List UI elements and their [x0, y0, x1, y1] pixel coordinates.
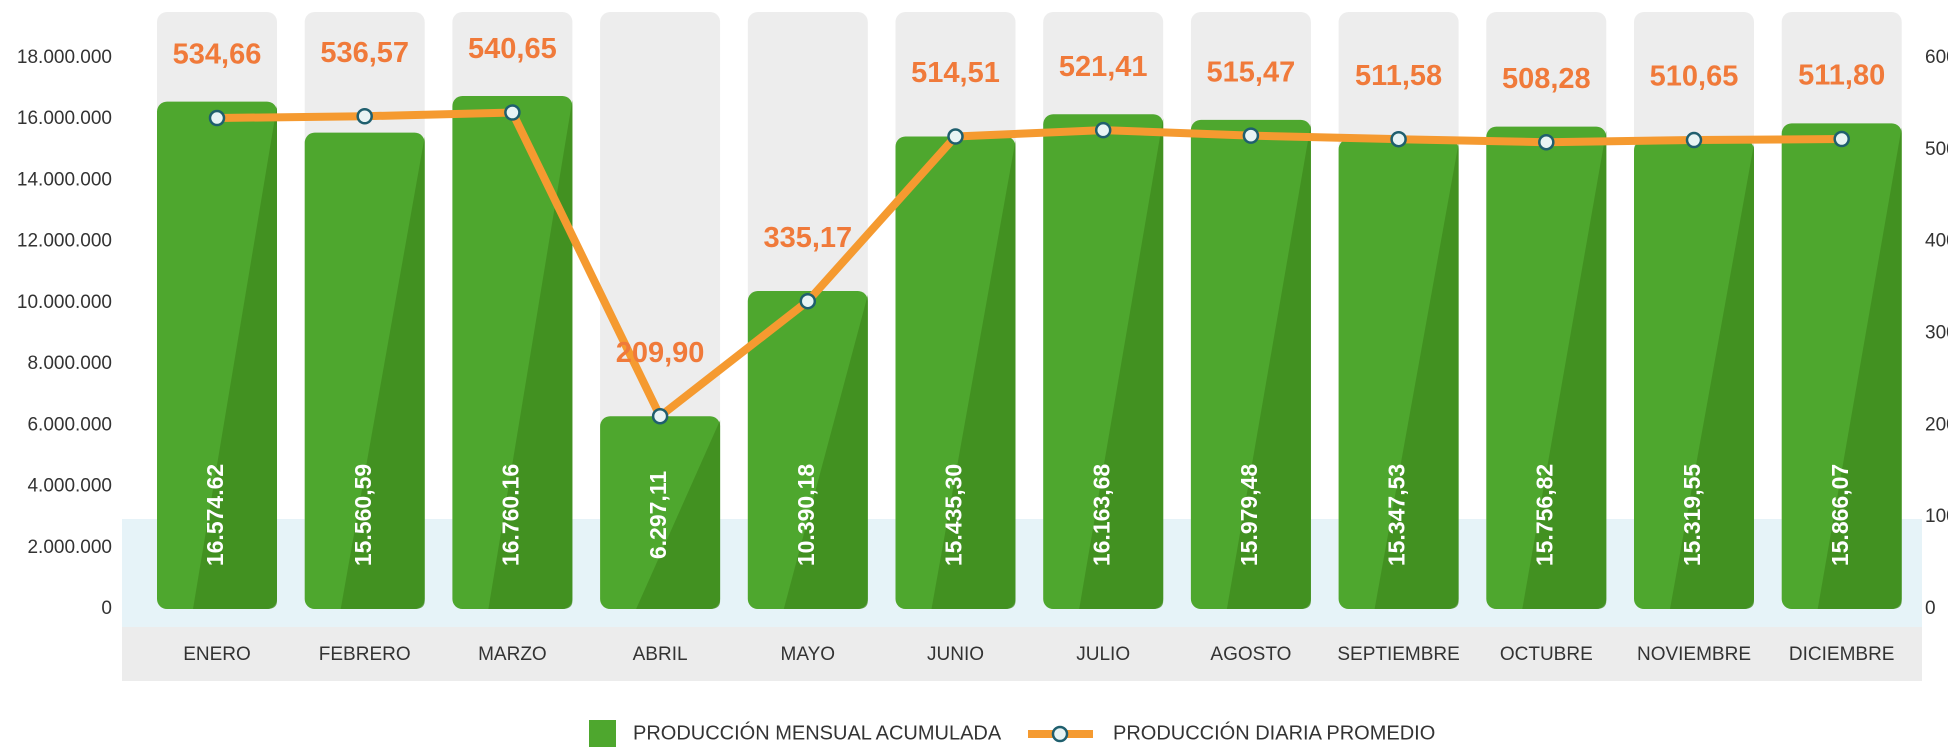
bar-value-label: 15.756,82	[1531, 464, 1557, 566]
bar-shade	[1670, 144, 1754, 609]
bar-value-label: 15.560,59	[350, 464, 376, 566]
line-value-label: 335,17	[763, 222, 852, 254]
legend-label: PRODUCCIÓN MENSUAL ACUMULADA	[633, 721, 1002, 744]
y2-tick-label: 0	[1925, 598, 1936, 619]
y-tick-label: 18.000.000	[17, 47, 112, 68]
line	[216, 108, 1842, 421]
line-point	[947, 128, 964, 145]
bar-value-label: 16.163,68	[1088, 464, 1114, 567]
y2-tick-label: 300	[1925, 323, 1948, 344]
x-tick-label: JUNIO	[927, 644, 984, 665]
x-tick-label: SEPTIEMBRE	[1337, 644, 1459, 665]
x-tick-label: ABRIL	[633, 644, 688, 665]
y-tick-label: 2.000.000	[27, 537, 112, 558]
line-value-label: 511,58	[1355, 60, 1442, 92]
bar-value-label: 10.390,18	[793, 464, 819, 567]
y-tick-label: 8.000.000	[27, 353, 112, 374]
line-value-label: 521,41	[1059, 51, 1148, 83]
bar-shade	[1079, 118, 1164, 609]
line-point	[799, 292, 817, 310]
y2-tick-label: 600	[1925, 47, 1948, 68]
line-point	[356, 107, 373, 125]
bar-shade	[1522, 130, 1607, 609]
line-value-label: 510,65	[1650, 61, 1739, 93]
x-tick-label: MARZO	[478, 644, 547, 665]
bar-value-label: 15.866,07	[1827, 464, 1853, 566]
legend-label: PRODUCCIÓN DIARIA PROMEDIO	[1113, 721, 1435, 744]
bar-shade	[193, 105, 277, 609]
bar-shade	[783, 294, 868, 609]
bar-value-label: 15.435,30	[941, 464, 967, 566]
line-value-label: 209,90	[616, 337, 705, 369]
x-tick-label: OCTUBRE	[1500, 644, 1593, 665]
x-tick-label: AGOSTO	[1210, 644, 1291, 665]
y-tick-label: 4.000.000	[27, 476, 112, 497]
y2-tick-label: 200	[1925, 414, 1948, 435]
bar-value-label: 15.319,55	[1679, 464, 1705, 567]
y-tick-label: 0	[101, 598, 112, 619]
y-tick-label: 6.000.000	[27, 414, 112, 435]
category-band	[122, 627, 1922, 681]
line-point	[651, 407, 669, 425]
line-point	[1390, 130, 1407, 148]
y-tick-label: 12.000.000	[17, 231, 112, 252]
bar-shade	[340, 136, 425, 610]
y2-tick-label: 100	[1925, 506, 1948, 527]
bar-value-label: 16.574.62	[202, 464, 228, 566]
bar-value-label: 6.297,11	[645, 471, 671, 559]
y2-tick-label: 500	[1925, 139, 1948, 160]
bar-shade	[488, 99, 573, 609]
line-value-label: 514,51	[911, 57, 1000, 89]
line-point	[208, 109, 226, 127]
x-tick-label: ENERO	[183, 644, 251, 665]
bar-shade	[1374, 143, 1459, 609]
bar-shade	[636, 420, 721, 609]
line-value-label: 536,57	[320, 37, 409, 69]
legend-swatch	[589, 720, 616, 747]
bar-shade	[1817, 127, 1902, 610]
x-tick-label: JULIO	[1076, 644, 1130, 665]
line-value-label: 515,47	[1207, 56, 1296, 88]
y-tick-label: 16.000.000	[17, 108, 112, 129]
line-value-label: 508,28	[1502, 63, 1591, 95]
x-tick-label: DICIEMBRE	[1789, 644, 1895, 665]
line-point	[1685, 131, 1703, 149]
line-point	[1242, 127, 1260, 144]
line-value-label: 540,65	[468, 33, 557, 65]
bar-shade	[1226, 123, 1311, 609]
line-point	[504, 104, 521, 121]
y2-tick-label: 400	[1925, 231, 1948, 252]
line-value-label: 511,80	[1798, 60, 1885, 92]
line-value-label: 534,66	[173, 39, 262, 71]
x-tick-label: NOVIEMBRE	[1637, 644, 1751, 665]
y-tick-label: 10.000.000	[17, 292, 112, 313]
line-point	[1094, 121, 1112, 139]
line-point	[1833, 130, 1850, 148]
bar-value-label: 15.979,48	[1236, 464, 1262, 567]
x-tick-label: MAYO	[781, 644, 836, 665]
bar-shade	[931, 140, 1016, 610]
legend-marker	[1051, 725, 1069, 743]
y-tick-label: 14.000.000	[17, 169, 112, 190]
line-point	[1538, 133, 1555, 151]
bar-value-label: 15.347,53	[1384, 464, 1410, 566]
x-tick-label: FEBRERO	[319, 644, 411, 665]
bar-value-label: 16.760.16	[497, 464, 523, 566]
